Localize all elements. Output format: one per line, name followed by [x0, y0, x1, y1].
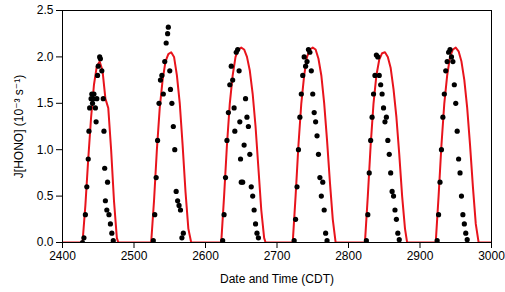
svg-text:2800: 2800	[335, 249, 362, 263]
svg-text:2500: 2500	[121, 249, 148, 263]
svg-text:1.5: 1.5	[37, 96, 54, 110]
svg-text:2.5: 2.5	[37, 3, 54, 17]
svg-text:Date and Time (CDT): Date and Time (CDT)	[220, 272, 334, 286]
svg-text:2600: 2600	[192, 249, 219, 263]
svg-text:0.5: 0.5	[37, 189, 54, 203]
svg-text:0.0: 0.0	[37, 235, 54, 249]
svg-text:2900: 2900	[407, 249, 434, 263]
svg-text:3000: 3000	[478, 249, 505, 263]
svg-text:2700: 2700	[264, 249, 291, 263]
svg-text:2400: 2400	[49, 249, 76, 263]
svg-text:1.0: 1.0	[37, 143, 54, 157]
svg-text:J[HONO] (10⁻³ s⁻¹): J[HONO] (10⁻³ s⁻¹)	[12, 75, 26, 178]
svg-text:2.0: 2.0	[37, 50, 54, 64]
